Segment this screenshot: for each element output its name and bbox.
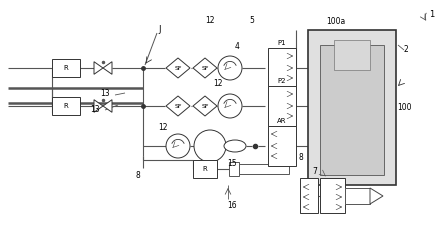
Circle shape xyxy=(218,94,242,118)
Bar xyxy=(52,59,80,77)
Bar xyxy=(239,164,289,174)
Text: 12: 12 xyxy=(158,123,168,132)
Polygon shape xyxy=(94,100,103,112)
Bar xyxy=(193,160,217,178)
Text: R: R xyxy=(202,166,207,172)
Text: AR: AR xyxy=(277,118,287,124)
Text: 16: 16 xyxy=(227,200,237,209)
Bar xyxy=(320,178,345,213)
Text: 15: 15 xyxy=(227,158,237,167)
Polygon shape xyxy=(103,62,112,74)
Polygon shape xyxy=(370,188,383,204)
Polygon shape xyxy=(103,100,112,112)
Polygon shape xyxy=(193,58,217,78)
Bar xyxy=(268,86,296,126)
Bar xyxy=(308,30,396,185)
Text: 13: 13 xyxy=(100,89,110,98)
Text: 5: 5 xyxy=(250,17,254,26)
Polygon shape xyxy=(166,96,190,116)
Bar xyxy=(268,126,296,166)
Ellipse shape xyxy=(224,140,246,152)
Text: 12: 12 xyxy=(213,79,223,88)
Circle shape xyxy=(166,134,190,158)
Bar xyxy=(52,97,80,115)
Text: 2: 2 xyxy=(404,45,408,54)
Text: 1: 1 xyxy=(429,10,435,19)
Bar xyxy=(345,188,370,204)
Text: 7: 7 xyxy=(313,166,317,175)
Text: R: R xyxy=(63,103,68,109)
Text: 8: 8 xyxy=(135,171,140,180)
Text: J: J xyxy=(159,26,161,35)
Circle shape xyxy=(194,130,226,162)
Text: P2: P2 xyxy=(278,78,286,84)
Text: P1: P1 xyxy=(278,40,286,46)
Text: R: R xyxy=(63,65,68,71)
Text: SF: SF xyxy=(201,66,209,70)
Text: 100: 100 xyxy=(397,104,411,113)
Polygon shape xyxy=(166,58,190,78)
Polygon shape xyxy=(94,62,103,74)
Text: SF: SF xyxy=(174,66,182,70)
Bar xyxy=(334,40,370,70)
Bar xyxy=(229,162,239,176)
Text: SF: SF xyxy=(201,104,209,109)
Bar xyxy=(268,48,296,88)
Bar xyxy=(320,45,384,175)
Text: 13: 13 xyxy=(90,105,100,114)
Text: SF: SF xyxy=(174,104,182,109)
Bar xyxy=(300,178,318,213)
Text: 12: 12 xyxy=(205,17,215,26)
Text: 100a: 100a xyxy=(326,17,345,26)
Polygon shape xyxy=(193,96,217,116)
Text: 4: 4 xyxy=(234,43,239,52)
Text: 8: 8 xyxy=(299,154,303,163)
Circle shape xyxy=(218,56,242,80)
